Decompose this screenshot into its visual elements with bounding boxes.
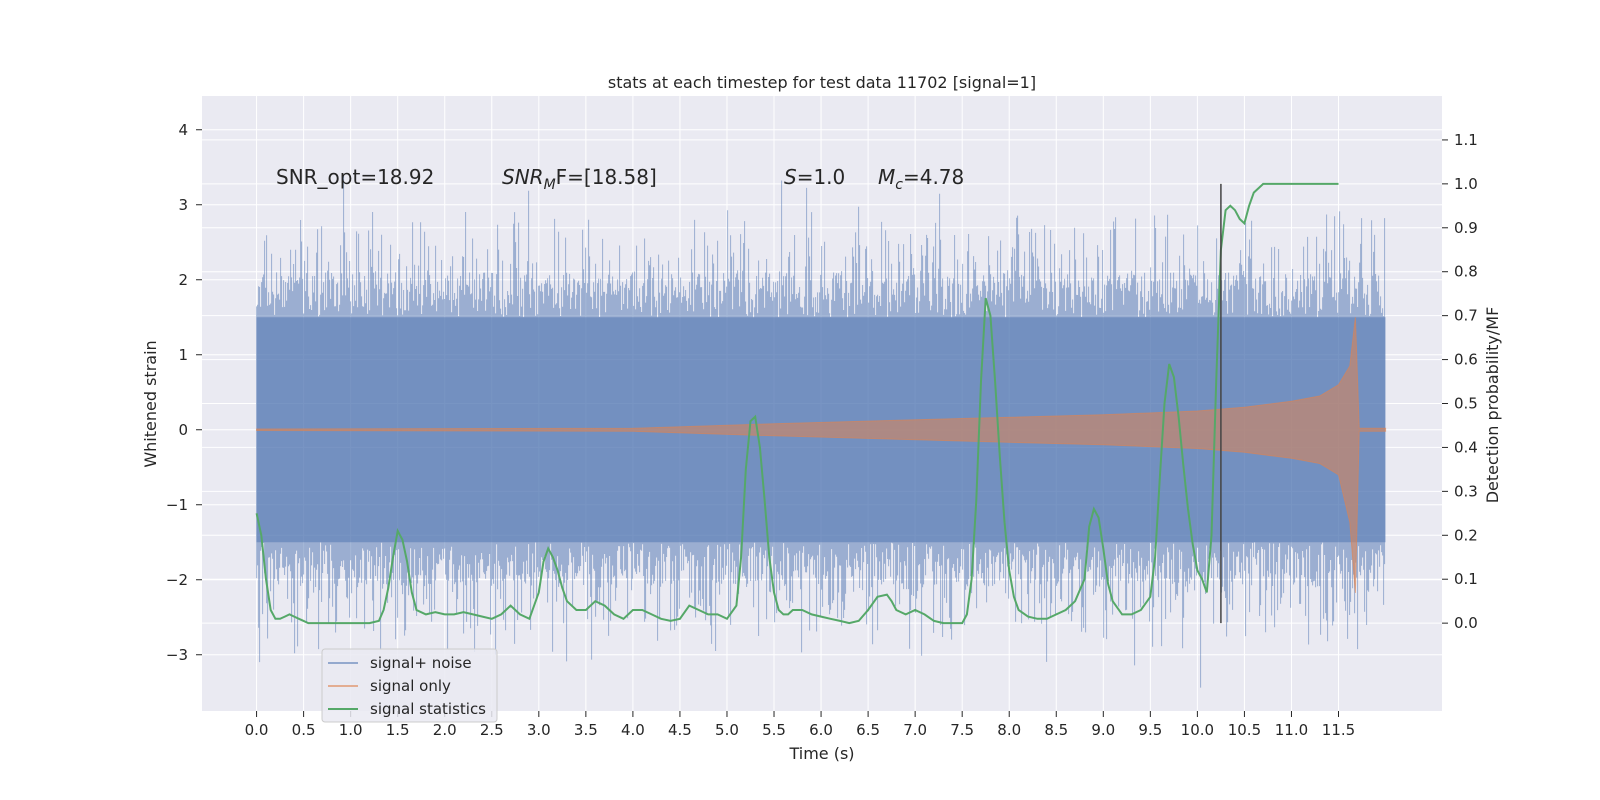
x-tick-label: 8.5 xyxy=(1044,721,1068,739)
right-y-tick-label: 0.7 xyxy=(1454,307,1478,325)
right-y-tick-label: 0.4 xyxy=(1454,438,1478,456)
x-tick-label: 10.0 xyxy=(1181,721,1214,739)
x-tick-label: 0.0 xyxy=(245,721,269,739)
snr-mf-subscript: M xyxy=(544,177,556,193)
left-y-tick-label: −2 xyxy=(166,571,188,589)
legend-signal-label: signal only xyxy=(370,677,451,695)
s-value: =1.0 xyxy=(797,165,846,189)
right-y-axis-label: Detection probability/MF xyxy=(1483,307,1502,504)
x-axis: 0.0 0.5 1.0 1.5 2.0 2.5 3.0 3.5 4.0 4.5 5.0 5.5 6.0 6… xyxy=(245,711,1355,739)
signal-envelope xyxy=(256,317,1387,593)
snr-mf-value: F=[18.58] xyxy=(556,165,657,189)
chart-title: stats at each timestep for test data 117… xyxy=(608,73,1036,92)
x-tick-label: 4.5 xyxy=(668,721,692,739)
signal-statistics-series xyxy=(255,182,1339,625)
left-y-tick-label: 3 xyxy=(178,196,188,214)
right-y-tick-label: 0.5 xyxy=(1454,395,1478,413)
mc-annotation: Mc=4.78 xyxy=(878,165,964,193)
s-annotation: S=1.0 xyxy=(784,165,845,189)
right-y-tick-label: 0.1 xyxy=(1454,570,1478,588)
legend-box xyxy=(321,648,498,723)
x-tick-label: 6.0 xyxy=(809,721,833,739)
x-tick-label: 5.5 xyxy=(762,721,786,739)
mc-subscript: c xyxy=(895,177,903,193)
right-y-tick-label: 1.0 xyxy=(1454,175,1478,193)
x-tick-label: 4.0 xyxy=(621,721,645,739)
x-tick-label: 1.0 xyxy=(339,721,363,739)
right-y-axis: 1.1 1.0 0.9 0.8 0.7 0.6 0.5 0.4 0.3 0.2 0.1 0.0 xyxy=(1442,131,1478,632)
snr-mf-main: SNR xyxy=(502,165,544,189)
x-tick-label: 9.5 xyxy=(1138,721,1162,739)
mc-main: M xyxy=(878,165,895,189)
statistics-line xyxy=(255,182,1339,625)
left-y-tick-label: −1 xyxy=(166,496,188,514)
legend-stats-label: signal statistics xyxy=(370,700,486,718)
x-tick-label: 1.5 xyxy=(386,721,410,739)
x-tick-label: 0.5 xyxy=(292,721,316,739)
left-y-tick-label: 0 xyxy=(178,421,188,439)
left-y-tick-label: 4 xyxy=(178,121,188,139)
x-tick-label: 8.0 xyxy=(997,721,1021,739)
mc-value: =4.78 xyxy=(903,165,964,189)
x-tick-label: 3.5 xyxy=(574,721,598,739)
legend-noise-label: signal+ noise xyxy=(370,654,472,672)
right-y-tick-label: 1.1 xyxy=(1454,131,1478,149)
snr-mf-annotation: SNRMF=[18.58] xyxy=(502,165,657,193)
left-y-axis: 4 3 2 1 0 −1 −2 −3 xyxy=(166,121,202,664)
left-y-tick-label: −3 xyxy=(166,646,188,664)
x-tick-label: 5.0 xyxy=(715,721,739,739)
x-tick-label: 9.0 xyxy=(1091,721,1115,739)
s-main: S xyxy=(784,165,797,189)
x-tick-label: 2.5 xyxy=(480,721,504,739)
legend: signal+ noise signal only signal statist… xyxy=(321,648,498,723)
x-tick-label: 11.0 xyxy=(1275,721,1308,739)
right-y-tick-label: 0.0 xyxy=(1454,614,1478,632)
x-tick-label: 11.5 xyxy=(1322,721,1355,739)
signal-only-series xyxy=(256,317,1387,593)
right-y-tick-label: 0.9 xyxy=(1454,219,1478,237)
x-tick-label: 6.5 xyxy=(856,721,880,739)
x-axis-label: Time (s) xyxy=(788,744,854,763)
snr-opt-annotation: SNR_opt=18.92 xyxy=(276,165,434,189)
x-tick-label: 7.0 xyxy=(903,721,927,739)
left-y-axis-label: Whitened strain xyxy=(141,340,160,467)
right-y-tick-label: 0.2 xyxy=(1454,526,1478,544)
right-y-tick-label: 0.3 xyxy=(1454,482,1478,500)
left-y-tick-label: 2 xyxy=(178,271,188,289)
x-tick-label: 7.5 xyxy=(950,721,974,739)
right-y-tick-label: 0.8 xyxy=(1454,263,1478,281)
x-tick-label: 10.5 xyxy=(1228,721,1261,739)
right-y-tick-label: 0.6 xyxy=(1454,351,1478,369)
x-tick-label: 2.0 xyxy=(433,721,457,739)
x-tick-label: 3.0 xyxy=(527,721,551,739)
left-y-tick-label: 1 xyxy=(178,346,188,364)
